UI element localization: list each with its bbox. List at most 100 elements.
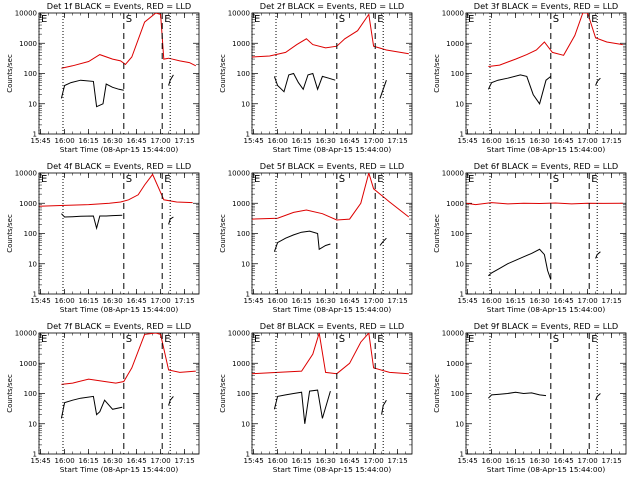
marker-label: E: [164, 334, 170, 345]
chart-panel: Det 8f BLACK = Events, RED = LLD 1 10 100 10…: [219, 321, 413, 474]
x-tick-label: 15:45: [244, 457, 264, 465]
y-tick-label: 1000: [19, 360, 37, 368]
chart-panel: Det 6f BLACK = Events, RED = LLD 1 10 100 10…: [433, 161, 627, 314]
x-tick-label: 16:30: [529, 457, 549, 465]
marker-label: E: [591, 14, 597, 25]
marker-label: S: [339, 14, 345, 25]
chart-title: Det 9f BLACK = Events, RED = LLD: [473, 321, 617, 331]
x-tick-label: 17:00: [151, 137, 171, 145]
x-tick-label: 16:15: [79, 137, 99, 145]
y-tick-label: 10000: [228, 170, 250, 178]
x-tick-label: 16:00: [481, 137, 501, 145]
x-tick-label: 17:15: [388, 137, 408, 145]
marker-label: S: [339, 174, 345, 185]
lld-series-line: [487, 13, 623, 67]
y-tick-label: 1: [246, 131, 250, 139]
x-tick-label: 17:15: [601, 297, 621, 305]
events-series-line: [594, 393, 601, 401]
x-tick-label: 16:45: [553, 297, 573, 305]
y-tick-label: 10: [455, 100, 464, 108]
x-tick-label: 16:00: [55, 137, 75, 145]
x-tick-label: 15:45: [31, 457, 51, 465]
x-tick-label: 15:45: [457, 297, 477, 305]
marker-label: E: [378, 334, 384, 345]
events-series-line: [60, 79, 124, 108]
y-tick-label: 10000: [441, 10, 463, 18]
x-tick-label: 16:45: [553, 457, 573, 465]
x-axis-label: Start Time (08-Apr-15 15:44:00): [486, 305, 605, 314]
y-tick-label: 100: [237, 70, 250, 78]
x-axis-label: Start Time (08-Apr-15 15:44:00): [273, 305, 392, 314]
lld-series-line: [465, 202, 623, 206]
marker-label: S: [552, 14, 558, 25]
marker-label: S: [552, 174, 558, 185]
lld-series-line: [39, 173, 193, 207]
y-tick-label: 100: [237, 390, 250, 398]
y-axis-label: Counts/sec: [6, 214, 14, 253]
series-group: [487, 13, 623, 105]
x-tick-label: 15:45: [31, 137, 51, 145]
events-series-line: [168, 216, 174, 225]
chart-panel: Det 3f BLACK = Events, RED = LLD 1 10 100 10…: [433, 1, 627, 154]
series-group: [60, 13, 197, 108]
series-group: [252, 173, 410, 252]
marker-label: E: [468, 334, 474, 345]
y-axis-label: Counts/sec: [219, 214, 227, 253]
chart-title: Det 7f BLACK = Events, RED = LLD: [47, 321, 191, 331]
x-tick-label: 17:15: [175, 457, 195, 465]
x-axis-label: Start Time (08-Apr-15 15:44:00): [273, 465, 392, 474]
marker-label: E: [254, 174, 260, 185]
y-axis-label: Counts/sec: [219, 374, 227, 413]
y-tick-label: 100: [24, 230, 37, 238]
x-tick-label: 16:30: [103, 137, 123, 145]
marker-label: E: [164, 174, 170, 185]
marker-label: E: [378, 14, 384, 25]
y-tick-label: 100: [450, 390, 463, 398]
series-group: [39, 173, 193, 231]
y-axis-label: Counts/sec: [433, 54, 441, 93]
y-tick-label: 10: [241, 100, 250, 108]
x-tick-label: 16:45: [127, 137, 147, 145]
y-axis-label: Counts/sec: [433, 374, 441, 413]
y-axis-label: Counts/sec: [219, 54, 227, 93]
x-tick-label: 15:45: [244, 297, 264, 305]
events-series-line: [61, 213, 123, 231]
x-tick-label: 17:15: [175, 137, 195, 145]
x-tick-label: 16:30: [529, 137, 549, 145]
series-group: [487, 391, 601, 401]
y-tick-label: 1000: [19, 40, 37, 48]
chart-panel: Det 9f BLACK = Events, RED = LLD 1 10 100 10…: [433, 321, 627, 474]
marker-label: E: [591, 174, 597, 185]
x-tick-label: 17:00: [577, 297, 597, 305]
marker-label: S: [339, 334, 345, 345]
marker-label: E: [468, 174, 474, 185]
y-tick-label: 10000: [441, 330, 463, 338]
events-series-line: [274, 72, 336, 93]
chart-panel: Det 1f BLACK = Events, RED = LLD 1 10 100 10…: [6, 1, 200, 154]
marker-label: E: [41, 14, 47, 25]
y-tick-label: 10: [241, 260, 250, 268]
x-tick-label: 17:00: [577, 137, 597, 145]
y-tick-label: 1: [246, 451, 250, 459]
x-tick-label: 16:15: [79, 457, 99, 465]
x-tick-label: 16:30: [103, 297, 123, 305]
x-tick-label: 16:15: [292, 457, 312, 465]
x-tick-label: 16:00: [55, 457, 75, 465]
x-axis-label: Start Time (08-Apr-15 15:44:00): [60, 145, 179, 154]
marker-label: E: [164, 14, 170, 25]
x-tick-label: 16:30: [103, 457, 123, 465]
series-group: [60, 333, 196, 419]
chart-panel: Det 4f BLACK = Events, RED = LLD 1 10 100 10…: [6, 161, 200, 314]
x-tick-label: 17:00: [364, 297, 384, 305]
events-series-line: [594, 77, 601, 86]
y-tick-label: 100: [24, 70, 37, 78]
x-tick-label: 16:45: [127, 297, 147, 305]
events-series-line: [487, 391, 546, 399]
lld-series-line: [61, 333, 196, 385]
y-tick-label: 1000: [233, 40, 251, 48]
events-series-line: [487, 248, 551, 280]
y-tick-label: 10: [241, 420, 250, 428]
x-tick-label: 16:45: [340, 137, 360, 145]
y-tick-label: 1: [33, 131, 37, 139]
